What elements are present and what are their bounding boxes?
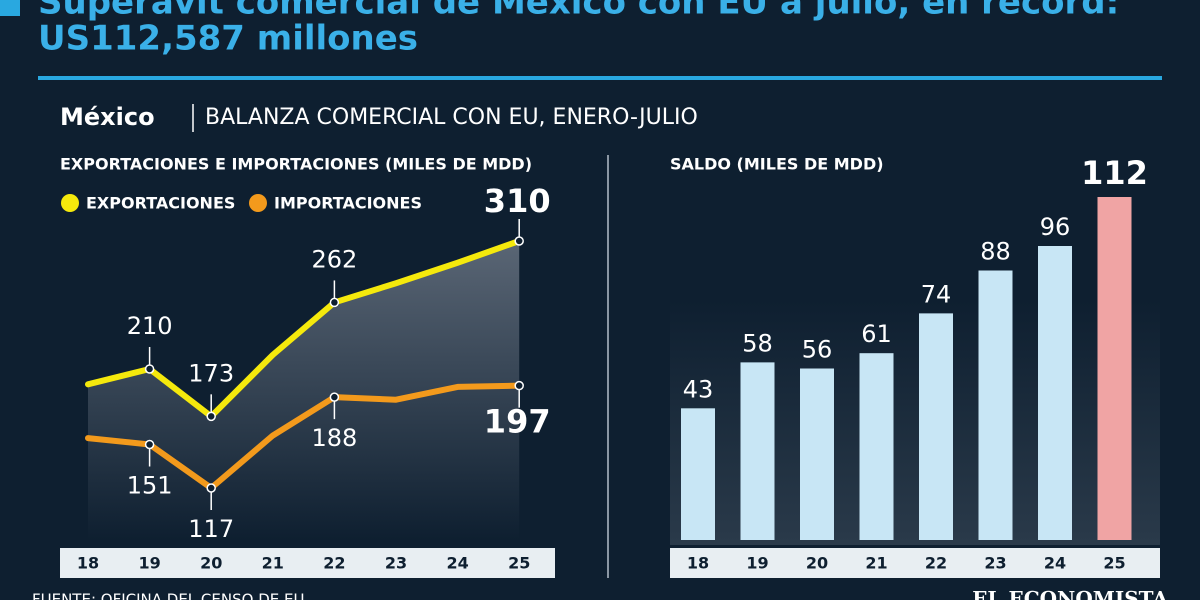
legend-label: IMPORTACIONES	[274, 194, 422, 213]
data-label: 188	[311, 424, 357, 452]
data-label: 56	[802, 336, 833, 364]
legend-label: EXPORTACIONES	[86, 194, 235, 213]
data-label: 310	[484, 182, 551, 220]
bar	[1038, 246, 1072, 540]
bar	[1097, 197, 1132, 540]
x-tick-label: 22	[323, 554, 345, 573]
x-tick-label: 24	[446, 554, 468, 573]
bar	[740, 362, 775, 540]
x-tick-label: 20	[806, 554, 828, 573]
title-marker	[0, 0, 20, 16]
point	[329, 392, 340, 402]
x-tick-label: 19	[746, 554, 768, 573]
brand: EL ECONOMISTA	[972, 587, 1168, 600]
data-label: 58	[742, 329, 773, 357]
data-label: 88	[980, 238, 1011, 266]
x-tick-label: 19	[138, 554, 160, 573]
source: FUENTE: OFICINA DEL CENSO DE EU	[32, 591, 304, 600]
bar	[681, 408, 715, 540]
chart-title: EXPORTACIONES E IMPORTACIONES (MILES DE …	[60, 155, 532, 174]
point	[144, 439, 155, 450]
x-tick-label: 21	[865, 554, 887, 573]
x-tick-label: 20	[200, 554, 222, 573]
data-label: 117	[188, 515, 234, 543]
title: Superávit comercial de México con EU a j…	[38, 0, 1119, 23]
chart-title: SALDO (MILES DE MDD)	[670, 155, 884, 174]
data-label: 197	[484, 403, 551, 441]
point	[514, 380, 524, 391]
data-label: 210	[127, 312, 173, 340]
legend-marker	[61, 194, 79, 212]
x-axis-band	[670, 548, 1160, 578]
title-rule	[38, 76, 1162, 80]
data-label: 173	[188, 359, 234, 387]
series-line	[85, 238, 523, 420]
data-label: 43	[683, 375, 714, 403]
x-tick-label: 24	[1044, 554, 1066, 573]
x-tick-label: 22	[925, 554, 947, 573]
bar	[859, 353, 894, 540]
x-tick-label: 25	[1103, 554, 1125, 573]
data-label: 262	[311, 245, 357, 273]
data-label: 96	[1040, 213, 1071, 241]
series-line	[85, 382, 523, 491]
title: US112,587 millones	[38, 19, 418, 59]
bar	[800, 368, 834, 540]
x-tick-label: 18	[687, 554, 709, 573]
data-label: 74	[921, 280, 952, 308]
point	[206, 483, 216, 493]
x-tick-label: 23	[984, 554, 1006, 573]
x-tick-label: 25	[508, 554, 530, 573]
point	[206, 411, 216, 422]
point	[144, 364, 155, 374]
point	[329, 297, 340, 308]
data-label: 112	[1081, 154, 1148, 192]
subtitle: BALANZA COMERCIAL CON EU, ENERO-JULIO	[205, 105, 698, 130]
x-tick-label: 21	[262, 554, 284, 573]
area	[88, 241, 520, 540]
x-tick-label: 23	[385, 554, 407, 573]
point	[514, 236, 524, 246]
x-axis-band	[60, 548, 555, 578]
bar	[919, 313, 953, 540]
country: México	[60, 103, 155, 131]
bar	[978, 270, 1013, 540]
data-label: 61	[861, 320, 892, 348]
x-tick-label: 18	[77, 554, 99, 573]
legend-marker	[249, 194, 267, 212]
data-label: 151	[127, 471, 173, 499]
